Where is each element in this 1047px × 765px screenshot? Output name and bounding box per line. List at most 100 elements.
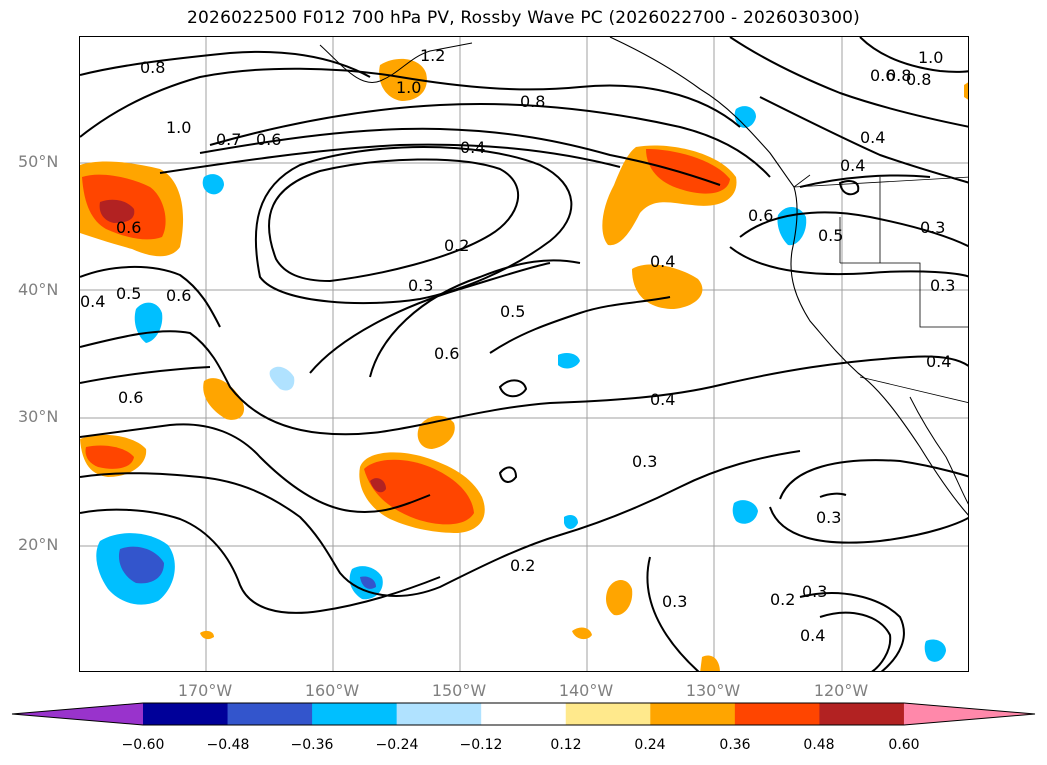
contour-label: 0.3 [816,508,841,527]
contour-label: 0.6 [256,130,281,149]
colorbar-segment [565,703,651,725]
contour-label: 0.6 [166,286,191,305]
contour-label: 0.3 [802,582,827,601]
colorbar-arrow-low [12,703,143,725]
contour-label: 1.0 [166,118,191,137]
positive-anomaly-region [379,58,427,101]
colorbar-tick-label: −0.36 [290,737,334,753]
contour-line [819,492,847,498]
contour-line [159,143,621,174]
positive-anomaly-region [572,627,592,640]
contour-label: 0.6 [116,218,141,237]
positive-anomaly-region [632,264,703,309]
lon-label: 150°W [431,681,487,700]
colorbar-segment [227,703,313,725]
contour-line [309,262,551,374]
contour-line [799,174,931,188]
negative-anomaly-region [202,174,224,195]
contour-label: 1.0 [918,48,943,67]
north-america-coastline [609,37,968,516]
contour-label: 0.6 [870,66,895,85]
contour-line [268,158,519,283]
colorbar-segment [396,703,482,725]
contour-label: 0.4 [650,390,675,409]
contour-label: 0.5 [500,302,525,321]
negative-anomaly-region [558,353,580,369]
contour-line [80,423,431,514]
colorbar-tick-label: −0.48 [206,737,250,753]
contour-label: 0.2 [510,556,535,575]
contour-label: 0.2 [770,590,795,609]
contour-label: 0.3 [662,592,687,611]
contour-line [369,259,581,378]
lon-label: 160°W [304,681,360,700]
contour-label: 1.2 [420,46,445,65]
colorbar-segment [143,703,229,725]
contour-line [80,366,211,384]
strong-negative-anomaly-region [360,576,376,589]
contour-line [729,37,968,128]
contour-line [646,556,700,671]
colorbar-segment [650,703,736,725]
positive-anomaly-region [700,655,720,671]
contour-label: 0.3 [632,452,657,471]
contour-label: 0.4 [860,128,885,147]
positive-anomaly-region [964,82,968,100]
contour-label: 0.6 [748,206,773,225]
negative-anomaly-region [134,302,163,343]
contour-line [838,180,860,196]
contour-label: 0.6 [434,344,459,363]
colorbar-tick-label: −0.60 [121,737,165,753]
colorbar-segments [11,702,1036,726]
colorbar-segment [481,703,567,725]
contour-label: 0.8 [886,66,911,85]
contour-label: 1.0 [396,78,421,97]
lat-label: 30°N [18,407,59,426]
contour-line [859,37,968,73]
positive-anomaly-region [85,445,134,469]
colorbar-arrow-high [903,703,1035,725]
contour-label: 0.2 [444,236,469,255]
positive-anomaly-region [364,459,474,525]
negative-anomaly-region [732,500,758,524]
map-title: 2026022500 F012 700 hPa PV, Rossby Wave … [187,8,860,28]
lat-label: 40°N [18,280,59,299]
colorbar-tick-label: 0.36 [719,737,751,753]
contour-label: 0.3 [408,276,433,295]
contour-label: 0.3 [920,218,945,237]
positive-anomaly-region [200,630,214,640]
contour-label: 0.8 [906,70,931,89]
contour-line [498,466,518,483]
contour-line [498,379,528,398]
contour-line [799,592,905,671]
colorbar-outline [11,702,1036,726]
border-canada-usa [793,174,968,188]
contour-line [80,67,741,138]
state-boundary [839,177,881,263]
lon-label: 130°W [685,681,741,700]
contour-line [80,265,221,328]
contour-label: 0.3 [930,276,955,295]
contour-line [819,611,892,671]
map-panel: 0.8 1.2 1.0 0.8 1.0 0.7 0.6 0.4 0.6 0.8 … [79,36,969,672]
lat-label: 50°N [18,152,59,171]
pv-contours [80,37,968,671]
contour-label: 0.8 [520,92,545,111]
baja-california-coastline [909,396,968,505]
contour-label: 0.4 [80,292,105,311]
lon-label: 140°W [558,681,614,700]
negative-anomaly-region [734,106,756,128]
positive-anomaly-region [203,378,245,420]
colorbar-segment [312,703,398,725]
coastlines [319,37,968,516]
colorbar-tick-label: 0.48 [803,737,835,753]
contour-line [80,508,441,614]
contour-line [254,146,573,305]
colorbar-segment [734,703,820,725]
graticule [80,37,968,671]
contour-line [80,450,801,597]
contour-label: 0.4 [840,156,865,175]
contour-line [80,330,968,436]
positive-anomaly-region [606,580,633,616]
contour-label: 0.4 [800,626,825,645]
